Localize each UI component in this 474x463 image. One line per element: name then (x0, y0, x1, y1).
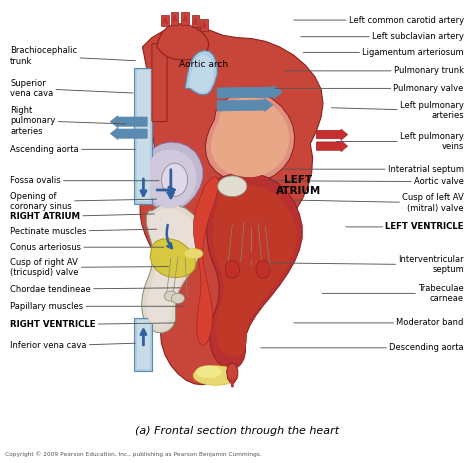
Text: Ascending aorta: Ascending aorta (10, 145, 136, 154)
FancyArrow shape (110, 128, 147, 140)
Text: Fossa ovalis: Fossa ovalis (10, 176, 159, 185)
Text: Aortic valve: Aortic valve (268, 177, 464, 186)
Ellipse shape (196, 365, 222, 378)
Ellipse shape (184, 249, 203, 259)
Polygon shape (146, 208, 198, 326)
Text: Ligamentum arteriosum: Ligamentum arteriosum (303, 48, 464, 57)
Ellipse shape (162, 163, 188, 196)
Polygon shape (205, 92, 295, 182)
Text: Inferior vena cava: Inferior vena cava (10, 342, 136, 350)
Text: Trabeculae
carneae: Trabeculae carneae (322, 284, 464, 303)
Text: Interventricular
septum: Interventricular septum (270, 255, 464, 275)
Text: Superior
vena cava: Superior vena cava (10, 79, 133, 98)
Text: Pulmonary trunk: Pulmonary trunk (284, 66, 464, 75)
Text: Left pulmonary
veins: Left pulmonary veins (336, 132, 464, 151)
Bar (191, 15, 199, 27)
Text: Aortic arch: Aortic arch (179, 60, 228, 69)
Ellipse shape (171, 294, 184, 304)
Text: Brachiocephalic
trunk: Brachiocephalic trunk (10, 46, 136, 66)
Polygon shape (140, 26, 323, 385)
Bar (161, 14, 169, 26)
Polygon shape (193, 176, 219, 346)
Ellipse shape (193, 366, 238, 385)
Polygon shape (211, 97, 289, 177)
Bar (137, 70, 150, 201)
Text: Moderator band: Moderator band (294, 319, 464, 327)
Polygon shape (227, 363, 238, 383)
Bar (171, 12, 178, 25)
Text: Left pulmonary
arteries: Left pulmonary arteries (331, 101, 464, 120)
Bar (135, 318, 153, 371)
Text: Chordae tendineae: Chordae tendineae (10, 285, 180, 294)
FancyArrow shape (317, 129, 347, 140)
Ellipse shape (164, 291, 177, 301)
Ellipse shape (218, 176, 247, 197)
Text: Cusp of right AV
(tricuspid) valve: Cusp of right AV (tricuspid) valve (10, 258, 168, 277)
Text: Papillary muscles: Papillary muscles (10, 302, 185, 311)
Bar (181, 12, 189, 25)
Text: Pulmonary valve: Pulmonary valve (275, 84, 464, 93)
Text: Opening of
coronary sinus: Opening of coronary sinus (10, 192, 156, 211)
Text: Left common carotid artery: Left common carotid artery (294, 16, 464, 25)
Text: RIGHT VENTRICLE: RIGHT VENTRICLE (10, 320, 175, 329)
Polygon shape (143, 142, 203, 211)
Text: Interatrial septum: Interatrial septum (284, 165, 464, 174)
FancyBboxPatch shape (152, 44, 167, 122)
Text: RIGHT ATRIUM: RIGHT ATRIUM (10, 212, 155, 221)
Text: Cusp of left AV
(mitral) valve: Cusp of left AV (mitral) valve (294, 193, 464, 213)
FancyArrow shape (317, 141, 347, 152)
Bar (200, 19, 208, 31)
Ellipse shape (225, 260, 239, 279)
Text: Copyright © 2009 Pearson Education, Inc., publishing as Pearson Benjamin Cumming: Copyright © 2009 Pearson Education, Inc.… (5, 451, 262, 457)
Ellipse shape (256, 260, 270, 279)
FancyArrow shape (110, 116, 147, 128)
Polygon shape (212, 184, 297, 357)
Polygon shape (146, 150, 196, 208)
Text: Pectinate muscles: Pectinate muscles (10, 227, 156, 236)
Polygon shape (142, 204, 203, 333)
Text: (a) Frontal section through the heart: (a) Frontal section through the heart (135, 426, 339, 436)
Text: Descending aorta: Descending aorta (261, 344, 464, 352)
Bar (135, 68, 153, 204)
Polygon shape (189, 54, 214, 92)
Text: LEFT VENTRICLE: LEFT VENTRICLE (346, 222, 464, 232)
Polygon shape (185, 50, 217, 95)
Text: Left subclavian artery: Left subclavian artery (301, 32, 464, 41)
Polygon shape (207, 172, 302, 369)
FancyArrow shape (217, 86, 283, 99)
Polygon shape (150, 239, 196, 278)
Polygon shape (156, 24, 209, 60)
Text: Conus arteriosus: Conus arteriosus (10, 243, 164, 252)
Bar (137, 320, 150, 369)
Text: LEFT
ATRIUM: LEFT ATRIUM (276, 175, 321, 196)
FancyArrow shape (217, 99, 273, 112)
Text: Right
pulmonary
arteries: Right pulmonary arteries (10, 106, 126, 136)
